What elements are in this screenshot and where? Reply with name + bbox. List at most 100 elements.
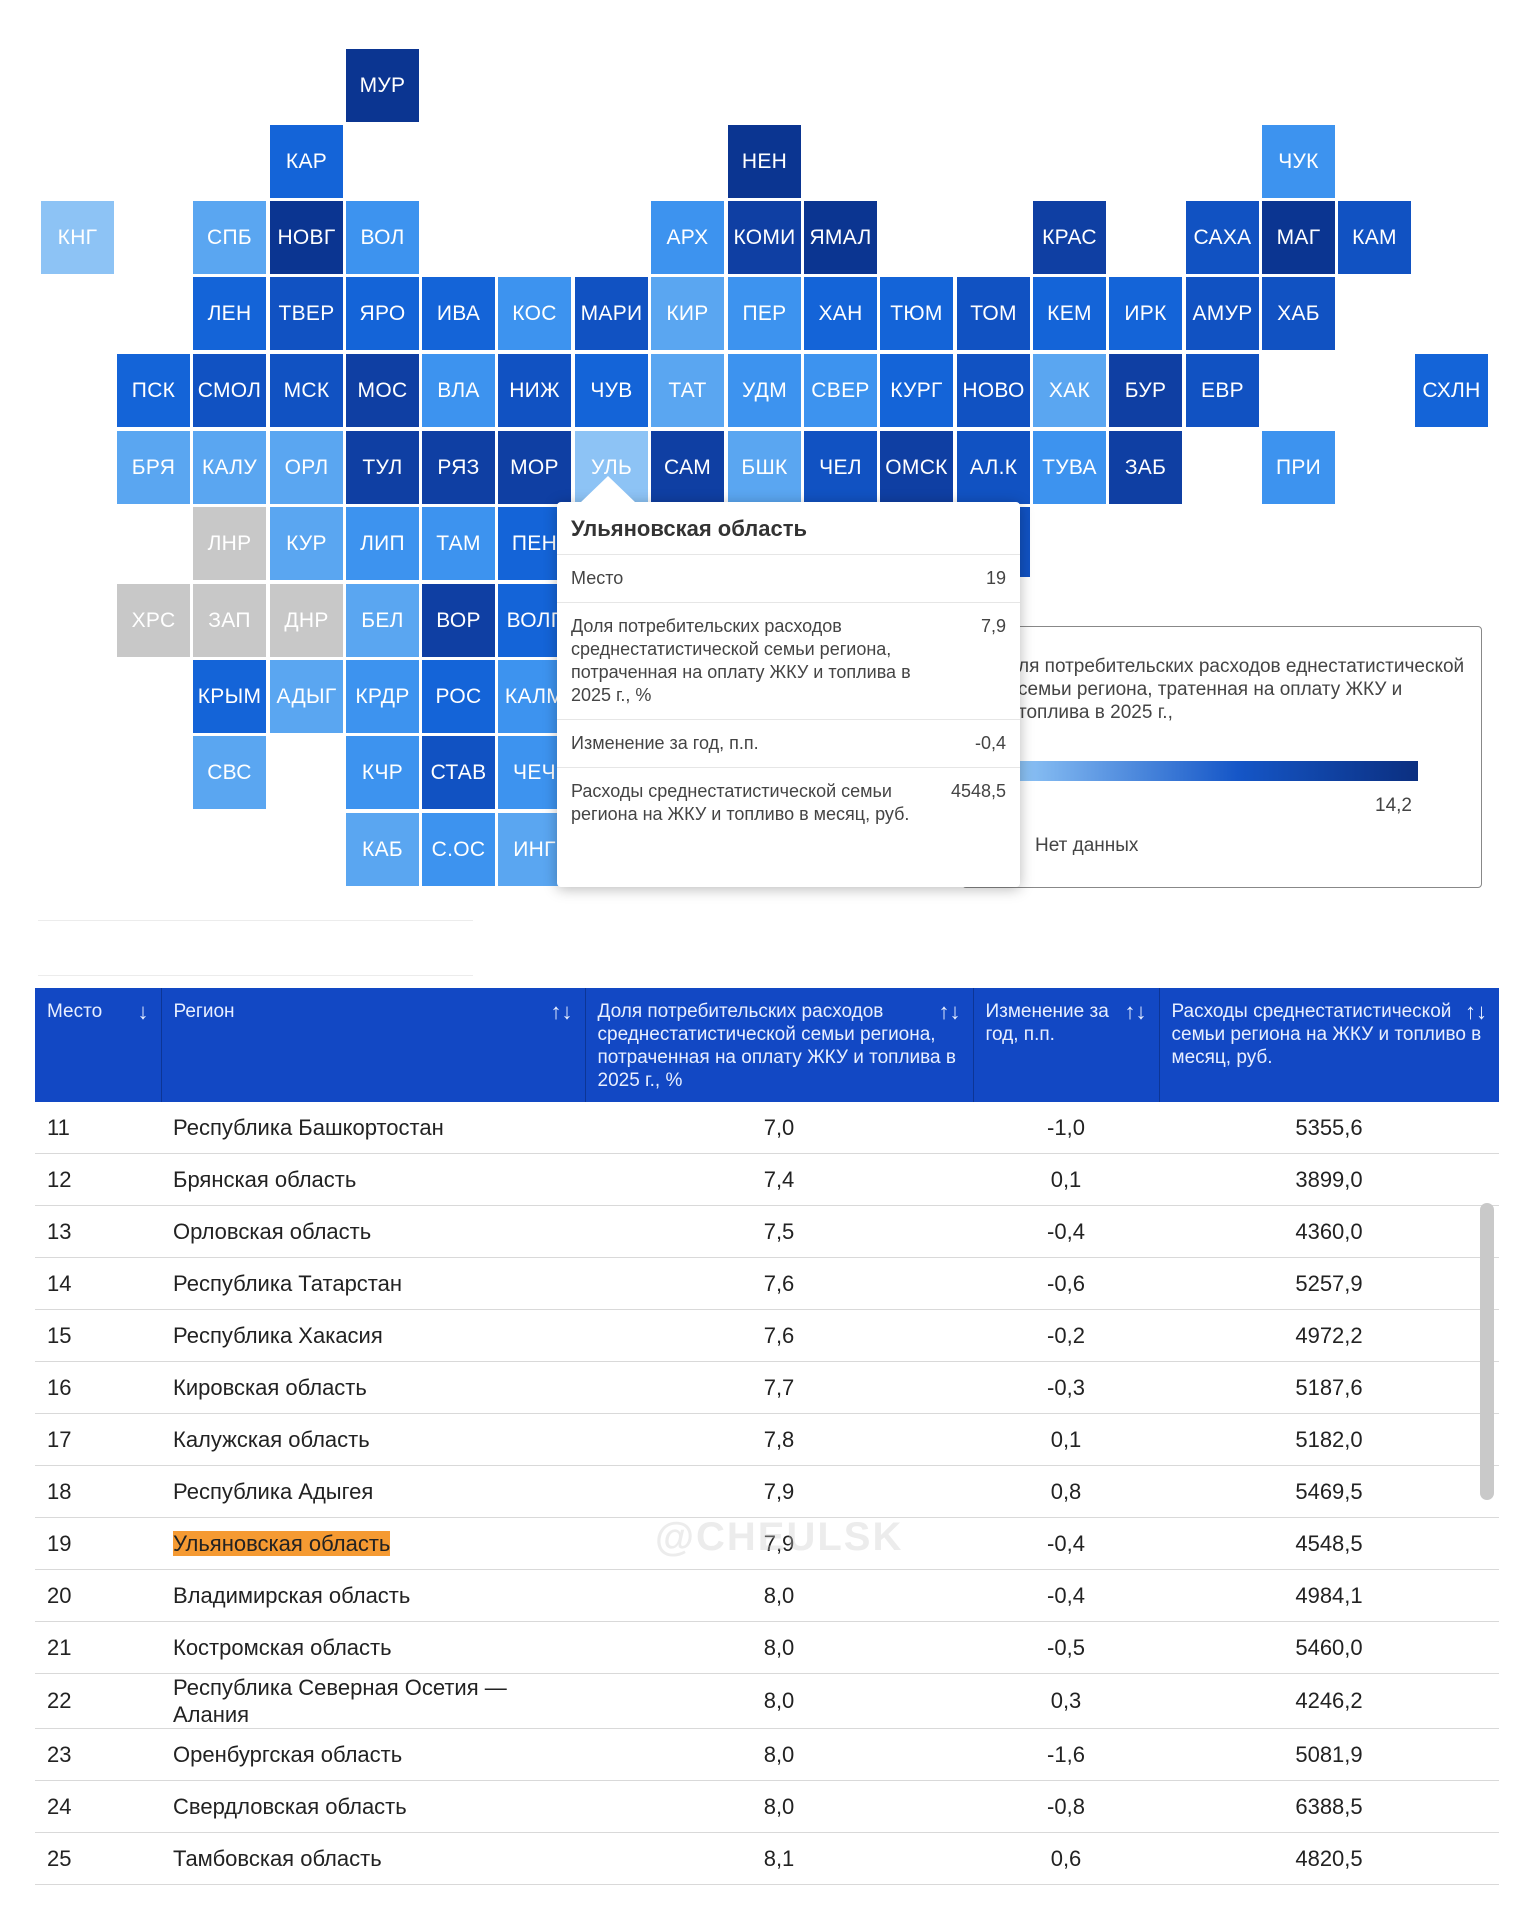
region-tile[interactable]: ИВА	[422, 277, 495, 350]
region-tile[interactable]: С.ОС	[422, 813, 495, 886]
column-header-region[interactable]: ↑↓ Регион	[161, 988, 586, 1102]
region-tile[interactable]: ЛНР	[193, 507, 266, 580]
region-tile[interactable]: МАРИ	[575, 277, 648, 350]
region-tile[interactable]: СХЛН	[1415, 354, 1488, 427]
table-row[interactable]: 19 Ульяновская область 7,9 -0,4 4548,5	[35, 1517, 1499, 1570]
region-tile[interactable]: КИР	[651, 277, 724, 350]
region-tile[interactable]: САМ	[651, 431, 724, 504]
sort-icon[interactable]: ↑↓	[938, 999, 961, 1024]
region-tile[interactable]: ТУВА	[1033, 431, 1106, 504]
region-tile[interactable]: ЧУВ	[575, 354, 648, 427]
table-scrollbar[interactable]	[1480, 1203, 1494, 1500]
region-tile[interactable]: КУРГ	[880, 354, 953, 427]
region-tile[interactable]: СМОЛ	[193, 354, 266, 427]
region-tile[interactable]: СТАВ	[422, 736, 495, 809]
region-tile[interactable]: ХРС	[117, 584, 190, 657]
region-tile[interactable]: ЯРО	[346, 277, 419, 350]
table-row[interactable]: 21 Костромская область 8,0 -0,5 5460,0	[35, 1621, 1499, 1674]
region-tile[interactable]: АРХ	[651, 201, 724, 274]
region-tile[interactable]: ЧУК	[1262, 125, 1335, 198]
table-row[interactable]: 11 Республика Башкортостан 7,0 -1,0 5355,6	[35, 1102, 1499, 1154]
table-row[interactable]: 22 Республика Северная Осетия — Алания 8,0…	[35, 1673, 1499, 1729]
region-tile[interactable]: ВЛА	[422, 354, 495, 427]
region-tile[interactable]: КАБ	[346, 813, 419, 886]
region-tile[interactable]: КРАС	[1033, 201, 1106, 274]
region-tile[interactable]: БРЯ	[117, 431, 190, 504]
table-row[interactable]: 23 Оренбургская область 8,0 -1,6 5081,9	[35, 1728, 1499, 1781]
region-tile[interactable]: СВС	[193, 736, 266, 809]
region-tile[interactable]: БШК	[728, 431, 801, 504]
region-tile[interactable]: ТАТ	[651, 354, 724, 427]
column-header-spend[interactable]: ↑↓ Расходы среднестатистической семьи рег…	[1159, 988, 1499, 1102]
region-tile[interactable]: ИРК	[1109, 277, 1182, 350]
region-tile[interactable]: НОВГ	[270, 201, 343, 274]
region-tile[interactable]: СВЕР	[804, 354, 877, 427]
region-tile[interactable]: ТУЛ	[346, 431, 419, 504]
region-tile[interactable]: БЕЛ	[346, 584, 419, 657]
region-tile[interactable]: АДЫГ	[270, 660, 343, 733]
region-tile[interactable]: НОВО	[957, 354, 1030, 427]
region-tile[interactable]: РОС	[422, 660, 495, 733]
region-tile[interactable]: ХАБ	[1262, 277, 1335, 350]
region-tile[interactable]: КЧР	[346, 736, 419, 809]
region-tile[interactable]: ЕВР	[1186, 354, 1259, 427]
region-tile[interactable]: ХАК	[1033, 354, 1106, 427]
column-header-share[interactable]: ↑↓ Доля потребительских расходов среднест…	[585, 988, 974, 1102]
table-row[interactable]: 24 Свердловская область 8,0 -0,8 6388,5	[35, 1780, 1499, 1833]
region-tile[interactable]: ТОМ	[957, 277, 1030, 350]
region-tile[interactable]: МСК	[270, 354, 343, 427]
region-tile[interactable]: ХАН	[804, 277, 877, 350]
region-tile[interactable]: КОС	[498, 277, 571, 350]
table-row[interactable]: 15 Республика Хакасия 7,6 -0,2 4972,2	[35, 1309, 1499, 1362]
region-tile[interactable]: СПБ	[193, 201, 266, 274]
region-tile[interactable]: МОР	[498, 431, 571, 504]
table-row[interactable]: 14 Республика Татарстан 7,6 -0,6 5257,9	[35, 1257, 1499, 1310]
sort-icon[interactable]: ↑↓	[1465, 999, 1487, 1024]
table-row[interactable]: 18 Республика Адыгея 7,9 0,8 5469,5	[35, 1465, 1499, 1518]
region-tile[interactable]: КУР	[270, 507, 343, 580]
region-tile[interactable]: ВОЛ	[346, 201, 419, 274]
region-tile[interactable]: ЯМАЛ	[804, 201, 877, 274]
table-row[interactable]: 25 Тамбовская область 8,1 0,6 4820,5	[35, 1832, 1499, 1885]
region-tile[interactable]: КНГ	[41, 201, 114, 274]
region-tile[interactable]: НЕН	[728, 125, 801, 198]
region-tile[interactable]: ЛИП	[346, 507, 419, 580]
sort-desc-icon[interactable]: ↓	[137, 999, 149, 1024]
region-tile[interactable]: МОС	[346, 354, 419, 427]
region-tile[interactable]: УДМ	[728, 354, 801, 427]
table-row[interactable]: 17 Калужская область 7,8 0,1 5182,0	[35, 1413, 1499, 1466]
region-tile[interactable]: КАЛУ	[193, 431, 266, 504]
region-tile[interactable]: ОМСК	[880, 431, 953, 504]
region-tile[interactable]: КЕМ	[1033, 277, 1106, 350]
region-tile[interactable]: МУР	[346, 49, 419, 122]
region-tile[interactable]: ПРИ	[1262, 431, 1335, 504]
region-tile[interactable]: АЛ.К	[957, 431, 1030, 504]
region-tile[interactable]: САХА	[1186, 201, 1259, 274]
region-tile[interactable]: ВОР	[422, 584, 495, 657]
region-tile[interactable]: ЗАП	[193, 584, 266, 657]
table-row[interactable]: 16 Кировская область 7,7 -0,3 5187,6	[35, 1361, 1499, 1414]
region-tile[interactable]: ЗАБ	[1109, 431, 1182, 504]
table-row[interactable]: 12 Брянская область 7,4 0,1 3899,0	[35, 1153, 1499, 1206]
region-tile[interactable]: КАР	[270, 125, 343, 198]
table-row[interactable]: 13 Орловская область 7,5 -0,4 4360,0	[35, 1205, 1499, 1258]
region-tile[interactable]: ПСК	[117, 354, 190, 427]
region-tile[interactable]: ОРЛ	[270, 431, 343, 504]
region-tile[interactable]: РЯЗ	[422, 431, 495, 504]
region-tile[interactable]: КРЫМ	[193, 660, 266, 733]
region-tile[interactable]: БУР	[1109, 354, 1182, 427]
region-tile[interactable]: НИЖ	[498, 354, 571, 427]
region-tile[interactable]: МАГ	[1262, 201, 1335, 274]
sort-icon[interactable]: ↑↓	[550, 999, 573, 1024]
region-tile[interactable]: ЛЕН	[193, 277, 266, 350]
column-header-change[interactable]: ↑↓ Изменение за год, п.п.	[973, 988, 1160, 1102]
column-header-place[interactable]: ↓ Место	[35, 988, 162, 1102]
region-tile[interactable]: ДНР	[270, 584, 343, 657]
table-row[interactable]: 20 Владимирская область 8,0 -0,4 4984,1	[35, 1569, 1499, 1622]
region-tile[interactable]: ТВЕР	[270, 277, 343, 350]
region-tile[interactable]: КРДР	[346, 660, 419, 733]
region-tile[interactable]: ЧЕЛ	[804, 431, 877, 504]
sort-icon[interactable]: ↑↓	[1124, 999, 1147, 1024]
region-tile[interactable]: ТАМ	[422, 507, 495, 580]
region-tile[interactable]: ТЮМ	[880, 277, 953, 350]
